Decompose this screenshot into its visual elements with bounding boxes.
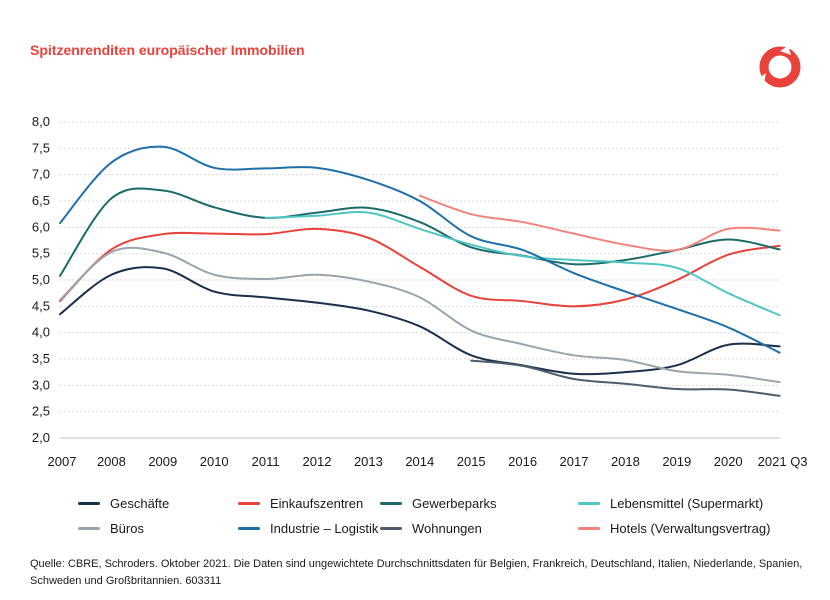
legend-item: Lebensmittel (Supermarkt) bbox=[578, 496, 763, 511]
legend-label: Büros bbox=[110, 521, 144, 536]
source-note: Quelle: CBRE, Schroders. Oktober 2021. D… bbox=[30, 558, 803, 587]
y-tick-label: 3,0 bbox=[32, 377, 50, 392]
y-tick-label: 8,0 bbox=[32, 114, 50, 129]
series-line-hotels-verwaltungsvertrag- bbox=[418, 194, 781, 252]
legend-label: Industrie – Logistik bbox=[270, 521, 379, 536]
legend-swatch bbox=[78, 502, 100, 505]
y-tick-label: 7,0 bbox=[32, 167, 50, 182]
legend-label: Lebensmittel (Supermarkt) bbox=[610, 496, 764, 511]
legend-swatch bbox=[238, 527, 260, 530]
x-tick-label: 2020 bbox=[714, 454, 743, 469]
schroders-ring-logo bbox=[759, 46, 801, 88]
line-chart: 8,0 7,5 7,0 6,5 6,0 5,5 5,0 4,5 4,0 3,5 3,0 2,5 2,0 2… bbox=[32, 114, 808, 469]
x-tick-label: 2007 bbox=[48, 454, 77, 469]
legend-label: Einkaufszentren bbox=[270, 496, 364, 511]
x-tick-label: 2019 bbox=[662, 454, 691, 469]
x-tick-label: 2018 bbox=[611, 454, 640, 469]
x-tick-label: 2015 bbox=[457, 454, 486, 469]
legend-label: Geschäfte bbox=[110, 496, 170, 511]
y-tick-label: 2,5 bbox=[32, 404, 50, 419]
legend-item: Wohnungen bbox=[380, 521, 482, 536]
chart-title: Spitzenrenditen europäischer Immobilien bbox=[30, 42, 305, 58]
x-tick-label: 2021 Q3 bbox=[758, 454, 808, 469]
x-tick-label: 2014 bbox=[405, 454, 434, 469]
series-line-einkaufszentren bbox=[59, 227, 781, 308]
y-tick-label: 2,0 bbox=[32, 430, 50, 445]
legend-swatch bbox=[578, 502, 600, 505]
x-tick-label: 2008 bbox=[97, 454, 126, 469]
legend-item: Einkaufszentren bbox=[238, 496, 363, 511]
x-tick-label: 2017 bbox=[560, 454, 589, 469]
legend-item: Industrie – Logistik bbox=[238, 521, 378, 536]
legend-label: Gewerbeparks bbox=[412, 496, 497, 511]
x-tick-label: 2010 bbox=[200, 454, 229, 469]
legend-swatch bbox=[380, 502, 402, 505]
legend-label: Hotels (Verwaltungsvertrag) bbox=[610, 521, 771, 536]
series-line-gewerbeparks bbox=[59, 187, 781, 277]
y-tick-label: 4,5 bbox=[32, 298, 50, 313]
legend-item: Gewerbeparks bbox=[380, 496, 497, 511]
legend-swatch bbox=[238, 502, 260, 505]
legend-label: Wohnungen bbox=[412, 521, 482, 536]
legend-swatch bbox=[578, 527, 600, 530]
series-line-industrie-logistik bbox=[59, 145, 781, 354]
series-line-büros bbox=[59, 246, 781, 384]
y-tick-label: 5,5 bbox=[32, 246, 50, 261]
legend-item: Büros bbox=[78, 521, 144, 536]
x-tick-label: 2011 bbox=[252, 454, 280, 469]
legend-item: Hotels (Verwaltungsvertrag) bbox=[578, 521, 770, 536]
series-line-wohnungen bbox=[470, 359, 781, 397]
legend-swatch bbox=[380, 527, 402, 530]
x-tick-label: 2016 bbox=[508, 454, 537, 469]
x-tick-label: 2013 bbox=[354, 454, 383, 469]
y-tick-label: 7,5 bbox=[32, 140, 50, 155]
legend-item: Geschäfte bbox=[78, 496, 169, 511]
series-line-lebensmittel-supermarkt- bbox=[264, 211, 781, 317]
legend-swatch bbox=[78, 527, 100, 530]
y-tick-label: 5,0 bbox=[32, 272, 50, 287]
y-tick-label: 6,0 bbox=[32, 219, 50, 234]
y-tick-label: 3,5 bbox=[32, 351, 50, 366]
x-tick-label: 2009 bbox=[148, 454, 177, 469]
y-tick-label: 6,5 bbox=[32, 193, 50, 208]
x-tick-label: 2012 bbox=[303, 454, 332, 469]
y-tick-label: 4,0 bbox=[32, 325, 50, 340]
